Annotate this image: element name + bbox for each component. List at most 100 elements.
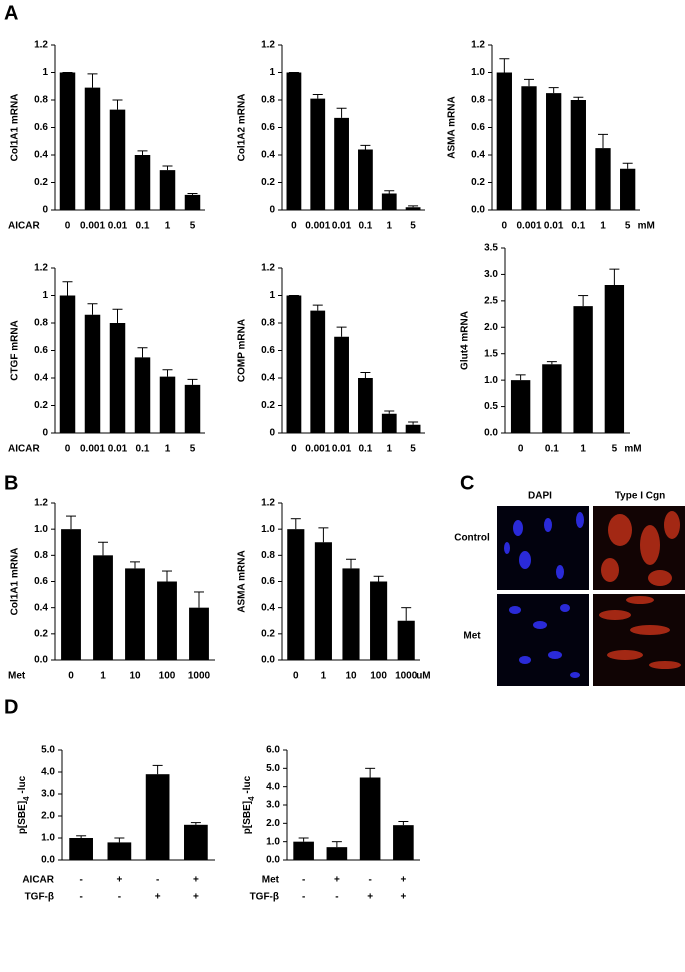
y-axis-title: Glut4 mRNA — [460, 311, 471, 370]
y-tick-label: 0.0 — [471, 205, 485, 216]
error-bar — [331, 841, 342, 848]
y-axis-title: ASMA mRNA — [237, 550, 248, 612]
bar — [184, 194, 201, 210]
bar — [381, 193, 397, 210]
y-tick-label: 0.6 — [261, 576, 275, 587]
y-tick-label: 4.0 — [41, 767, 55, 778]
x-tick-label: 100 — [159, 671, 176, 682]
bar — [358, 149, 373, 210]
bar — [189, 607, 209, 660]
x-row-label: + — [155, 892, 161, 903]
y-tick-label: 0.6 — [34, 576, 48, 587]
y-tick-label: 0.0 — [266, 855, 280, 866]
y-tick-label: 1.2 — [261, 40, 275, 51]
y-tick-label: 0 — [269, 205, 275, 216]
bar — [159, 170, 176, 210]
x-row-name: TGF-β — [25, 892, 54, 903]
y-axis-title: Col1A1 mRNA — [10, 94, 21, 162]
y-tick-label: 1.0 — [261, 524, 275, 535]
y-tick-label: 0.2 — [34, 400, 48, 411]
bar — [157, 581, 177, 660]
x-prefix: Met — [8, 671, 26, 682]
y-tick-label: 0.8 — [34, 318, 48, 329]
error-bar — [408, 205, 419, 208]
y-tick-label: 1.2 — [471, 40, 485, 51]
x-tick-label: 1000 — [395, 671, 418, 682]
nuclei — [504, 512, 584, 678]
bar — [184, 384, 201, 433]
x-tick-label: 1 — [165, 444, 171, 455]
y-tick-label: 0.8 — [261, 550, 275, 561]
error-bar — [152, 764, 163, 775]
x-row-label: - — [79, 892, 82, 903]
collagen-stain — [599, 511, 681, 669]
error-bar — [346, 558, 356, 569]
error-bar — [398, 821, 409, 826]
y-tick-label: 1 — [269, 290, 275, 301]
bar — [134, 155, 151, 210]
y-tick-label: 0.6 — [261, 345, 275, 356]
bar — [287, 529, 305, 660]
error-bar — [336, 326, 347, 337]
y-tick-label: 0.6 — [34, 345, 48, 356]
x-row-name: AICAR — [22, 875, 54, 886]
y-axis-title: Col1A1 mRNA — [10, 548, 21, 616]
y-tick-label: 0.0 — [261, 655, 275, 666]
x-tick-label: 5 — [410, 221, 416, 232]
bar — [570, 100, 586, 210]
bar — [334, 336, 349, 433]
x-tick-label: 0 — [291, 221, 297, 232]
y-tick-label: 0.2 — [261, 628, 275, 639]
x-row-label: - — [302, 892, 305, 903]
error-bar — [336, 107, 347, 118]
y-axis-title-part: 4 — [22, 796, 31, 801]
y-tick-label: 0.2 — [261, 177, 275, 188]
bar — [573, 306, 593, 433]
column-label: DAPI — [528, 491, 552, 502]
y-tick-label: 3.0 — [41, 789, 55, 800]
x-tick-label: 5 — [625, 221, 631, 232]
bar — [326, 847, 348, 860]
error-bar — [162, 369, 173, 377]
x-row-name: Met — [262, 875, 280, 886]
bar — [521, 86, 537, 210]
bar — [358, 378, 373, 433]
bar — [393, 825, 414, 860]
column-label: Type I Cgn — [615, 491, 665, 502]
panel-label: D — [4, 696, 18, 718]
x-row-label: + — [400, 875, 406, 886]
y-tick-label: 1.2 — [261, 498, 275, 509]
x-tick-label: 0.1 — [571, 221, 585, 232]
error-bar — [187, 193, 198, 195]
x-row-label: - — [79, 875, 82, 886]
x-tick-label: 0.1 — [136, 221, 150, 232]
image — [497, 506, 589, 590]
x-tick-label: 0 — [518, 444, 524, 455]
x-tick-label: 0.001 — [80, 444, 105, 455]
y-axis-title: Col1A2 mRNA — [237, 94, 248, 162]
x-tick-label: 10 — [345, 671, 357, 682]
x-tick-label: 0 — [502, 221, 508, 232]
y-tick-label: 6.0 — [266, 745, 280, 756]
panel-label: C — [460, 472, 474, 494]
bar — [542, 364, 562, 433]
error-bar — [187, 378, 198, 385]
bar — [310, 98, 326, 210]
error-bar — [573, 96, 584, 100]
x-row-label: + — [193, 875, 199, 886]
x-row-label: - — [302, 875, 305, 886]
error-bar — [312, 304, 323, 311]
bar — [595, 148, 611, 210]
y-tick-label: 0.4 — [34, 373, 48, 384]
error-bar — [62, 281, 73, 296]
x-tick-label: 0.001 — [80, 221, 105, 232]
y-tick-label: 0.4 — [261, 602, 275, 613]
error-bar — [548, 87, 559, 94]
bar — [93, 555, 113, 660]
y-axis-title: CTGF mRNA — [10, 320, 21, 381]
error-bar — [598, 133, 608, 149]
error-bar — [318, 527, 329, 543]
y-tick-label: 0.6 — [471, 122, 485, 133]
bar — [286, 295, 302, 433]
